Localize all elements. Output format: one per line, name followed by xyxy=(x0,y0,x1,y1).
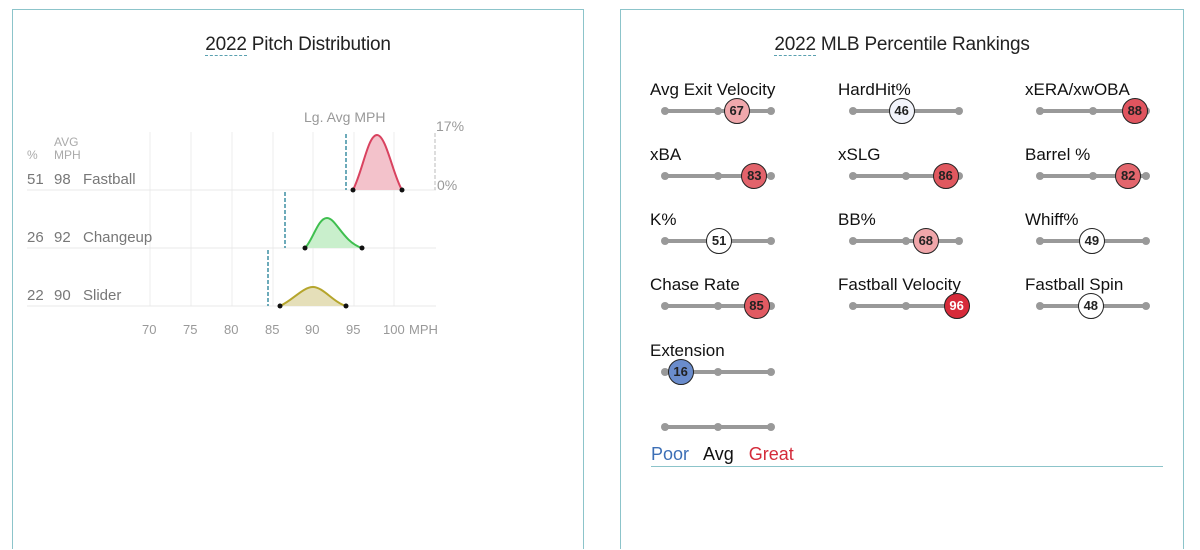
metric-label: Fastball Velocity xyxy=(838,275,961,294)
percentile-bubble[interactable]: 83 xyxy=(741,163,768,189)
track-dot-max xyxy=(767,237,775,245)
metric-xba[interactable]: xBA 83 xyxy=(650,145,810,205)
track-dot-mid xyxy=(902,237,910,245)
metric-label: HardHit% xyxy=(838,80,911,99)
track-dot-min xyxy=(1036,107,1044,115)
track-dot-min xyxy=(661,302,669,310)
lg-avg-label: Lg. Avg MPH xyxy=(304,109,386,125)
metric-label: Whiff% xyxy=(1025,210,1079,229)
track-dot-min xyxy=(661,107,669,115)
track-dot-mid xyxy=(714,172,722,180)
changeup-density[interactable] xyxy=(302,216,365,251)
percentile-bubble[interactable]: 48 xyxy=(1077,293,1104,319)
slider-density[interactable] xyxy=(277,285,349,309)
track-dot-min xyxy=(849,107,857,115)
legend-labels: Poor Avg Great xyxy=(651,444,804,465)
track-dot-mid xyxy=(714,368,722,376)
metric-xera-xwoba[interactable]: xERA/xwOBA 88 xyxy=(1025,80,1185,140)
metric-label: Barrel % xyxy=(1025,145,1091,164)
metric-fastball-velocity[interactable]: Fastball Velocity 96 xyxy=(838,275,998,335)
density-max-label: 17% xyxy=(436,118,465,134)
metric-label: Chase Rate xyxy=(650,275,740,294)
track-dot-mid xyxy=(714,302,722,310)
pitch-distribution-title: 2022 Pitch Distribution xyxy=(205,34,391,56)
track-dot-max xyxy=(955,237,963,245)
metric-label: xBA xyxy=(650,145,682,164)
pitch-row-changeup[interactable]: 26 92 Changeup xyxy=(27,229,153,246)
track-dot-min xyxy=(1036,172,1044,180)
track-dot-max xyxy=(1142,302,1150,310)
density-min-label: 0% xyxy=(437,177,458,193)
metric-label: BB% xyxy=(838,210,876,229)
header-avg: AVG xyxy=(54,135,79,149)
percentile-rankings-title: 2022 MLB Percentile Rankings xyxy=(774,34,1030,56)
track-dot-min xyxy=(661,237,669,245)
track-dot-mid xyxy=(714,107,722,115)
metric-bb[interactable]: BB% 68 xyxy=(838,210,998,270)
track-dot-max xyxy=(767,302,775,310)
percentile-bubble[interactable]: 49 xyxy=(1078,228,1105,254)
metric-hardhit[interactable]: HardHit% 46 xyxy=(838,80,998,140)
fastball-density[interactable] xyxy=(350,133,405,193)
track-dot-max xyxy=(767,172,775,180)
percentile-bubble[interactable]: 68 xyxy=(912,228,939,254)
track-dot-min xyxy=(1036,237,1044,245)
track-dot-min xyxy=(849,237,857,245)
header-mph: MPH xyxy=(54,148,81,162)
pitch-distribution-card: 2022 Pitch Distribution xyxy=(12,9,584,549)
metric-k[interactable]: K% 51 xyxy=(650,210,810,270)
legend-scale xyxy=(650,396,810,456)
metric-label: xSLG xyxy=(838,145,881,164)
legend-poor: Poor xyxy=(651,444,690,464)
metric-extension[interactable]: Extension 16 xyxy=(650,341,810,401)
pitch-row-fastball[interactable]: 51 98 Fastball xyxy=(27,171,136,188)
metric-xslg[interactable]: xSLG 86 xyxy=(838,145,998,205)
metric-label: xERA/xwOBA xyxy=(1025,80,1130,99)
percentile-bubble[interactable]: 88 xyxy=(1121,98,1148,124)
track-dot-max xyxy=(955,172,963,180)
track-dot-mid xyxy=(902,302,910,310)
track-dot-min xyxy=(1036,302,1044,310)
track-dot-mid xyxy=(902,172,910,180)
track-dot-max xyxy=(1142,172,1150,180)
metric-whiff[interactable]: Whiff% 49 xyxy=(1025,210,1185,270)
year-selector[interactable]: 2022 xyxy=(205,34,247,56)
track-dot-min xyxy=(849,172,857,180)
year-selector[interactable]: 2022 xyxy=(774,34,816,56)
percentile-bubble[interactable]: 86 xyxy=(932,163,959,189)
pitch-distribution-chart xyxy=(27,132,436,309)
percentile-bubble[interactable]: 67 xyxy=(723,98,750,124)
percentile-bubble[interactable]: 85 xyxy=(743,293,770,319)
percentile-bubble[interactable]: 51 xyxy=(706,228,733,254)
metric-label: Extension xyxy=(650,341,725,360)
track-dot-max xyxy=(955,107,963,115)
metric-label: K% xyxy=(650,210,677,229)
track-dot-mid xyxy=(1089,172,1097,180)
percentile-rankings-card: 2022 MLB Percentile Rankings Avg Exit Ve… xyxy=(620,9,1184,549)
track-dot-min xyxy=(661,368,669,376)
metric-barrel[interactable]: Barrel % 82 xyxy=(1025,145,1185,205)
metric-label: Fastball Spin xyxy=(1025,275,1124,294)
divider xyxy=(651,466,1163,467)
percentile-bubble[interactable]: 46 xyxy=(888,98,915,124)
percentile-bubble[interactable]: 82 xyxy=(1115,163,1142,189)
percentile-bubble[interactable]: 16 xyxy=(667,359,694,385)
gridlines xyxy=(149,132,395,306)
track-dot-max xyxy=(767,368,775,376)
header-pct: % xyxy=(27,148,38,162)
legend-great: Great xyxy=(748,444,794,464)
track-dot-max xyxy=(1142,237,1150,245)
track-dot-min xyxy=(661,172,669,180)
pitch-row-slider[interactable]: 22 90 Slider xyxy=(27,287,122,304)
percentile-bubble[interactable]: 96 xyxy=(943,293,970,319)
metric-label: Avg Exit Velocity xyxy=(650,80,776,99)
metric-fastball-spin[interactable]: Fastball Spin 48 xyxy=(1025,275,1185,335)
track-dot-min xyxy=(849,302,857,310)
track-dot-max xyxy=(767,107,775,115)
metric-avg-exit-velocity[interactable]: Avg Exit Velocity 67 xyxy=(650,80,810,140)
legend-avg: Avg xyxy=(703,444,734,464)
track-dot-mid xyxy=(1089,107,1097,115)
metric-chase-rate[interactable]: Chase Rate 85 xyxy=(650,275,810,335)
